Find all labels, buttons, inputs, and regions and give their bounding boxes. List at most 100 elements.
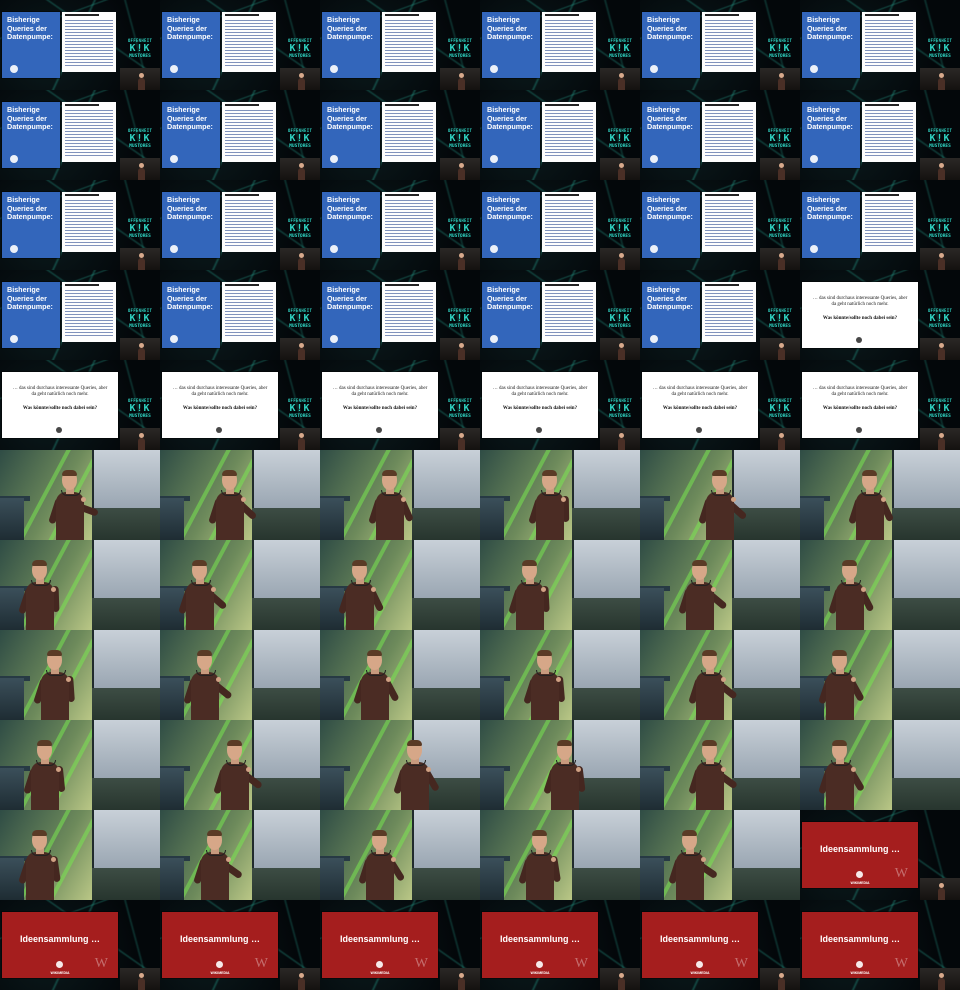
speaker-mini-body [458, 978, 465, 990]
speaker-hair [542, 470, 557, 476]
document-heading-line [865, 14, 899, 16]
speaker-hand [551, 857, 556, 862]
speaker-hair [842, 560, 857, 566]
wikimedia-logo-icon [170, 335, 178, 343]
speaker-hair [47, 650, 62, 656]
speaker-mini-head [779, 163, 784, 168]
wikimedia-logo-icon [10, 335, 18, 343]
wikimedia-logo-icon [650, 155, 658, 163]
red-slide: Ideensammlung … WIKIMEDIA W [642, 912, 758, 978]
logo-line-3: MUSTORES [769, 54, 791, 59]
document-text-lines [865, 108, 913, 158]
wikimedia-logo-icon [856, 871, 863, 878]
logo-line-2: K!K [769, 313, 791, 324]
slide-text-line-1: … das sind durchaus interessante Queries… [812, 296, 908, 307]
lectern [640, 498, 664, 540]
document-heading-line [545, 14, 579, 16]
speaker-mini-body [778, 348, 785, 360]
headphones-icon [556, 760, 576, 766]
speaker-torso [536, 492, 564, 540]
frame-white-slide: … das sind durchaus interessante Queries… [480, 360, 640, 450]
logo-line-1: OFFENHEIT [607, 308, 633, 313]
projection-screen [892, 720, 960, 780]
frame-blue-slide: Bisherige Queries der Datenpumpe: OFFENH… [0, 180, 160, 270]
slide-title: Bisherige Queries der Datenpumpe: [807, 195, 853, 221]
red-slide: Ideensammlung … WIKIMEDIA W [482, 912, 598, 978]
speaker-mini-head [779, 73, 784, 78]
blue-slide: Bisherige Queries der Datenpumpe: [2, 102, 60, 168]
speaker-mini-body [618, 348, 625, 360]
wikimedia-logo-icon [810, 245, 818, 253]
frame-stage-photo [640, 810, 800, 900]
headphones-icon [46, 670, 66, 676]
query-list-document [862, 192, 916, 252]
slide-title: Ideensammlung … [499, 934, 580, 944]
speaker-inset [440, 68, 480, 90]
stage-right-wall [92, 598, 160, 630]
speaker-hand [701, 857, 706, 862]
speaker-mini-body [618, 258, 625, 270]
headphones-icon [206, 850, 226, 856]
query-list-document [702, 12, 756, 72]
query-list-document [862, 12, 916, 72]
conference-logo: OFFENHEIT K!K MUSTORES [760, 398, 800, 419]
speaker-hair [537, 650, 552, 656]
wikimedia-logo-icon [856, 961, 863, 968]
document-heading-line [705, 104, 739, 106]
speaker-hand [81, 497, 86, 502]
speaker-torso [26, 852, 54, 900]
frame-stage-photo [0, 450, 160, 540]
stage-right-wall [572, 598, 640, 630]
speaker [678, 550, 728, 630]
lectern [0, 768, 24, 810]
logo-line-3: MUSTORES [609, 54, 631, 59]
stage-right-wall [892, 688, 960, 720]
wikipedia-w-icon: W [894, 956, 908, 971]
blue-slide: Bisherige Queries der Datenpumpe: [162, 102, 220, 168]
speaker-mini-body [938, 168, 945, 180]
logo-line-2: K!K [129, 133, 151, 144]
document-text-lines [65, 108, 113, 158]
logo-line-1: OFFENHEIT [767, 38, 793, 43]
document-text-lines [65, 198, 113, 248]
speaker-mini-head [619, 163, 624, 168]
logo-line-3: MUSTORES [609, 414, 631, 419]
frame-stage-photo [640, 720, 800, 810]
lectern [480, 678, 504, 720]
conference-logo: OFFENHEIT K!K MUSTORES [280, 38, 320, 59]
lectern [160, 858, 184, 900]
slide-text-line-1: … das sind durchaus interessante Queries… [172, 386, 268, 397]
speaker-inset [120, 968, 160, 990]
speaker-torso [686, 582, 714, 630]
conference-logo: OFFENHEIT K!K MUSTORES [760, 308, 800, 329]
conference-logo: OFFENHEIT K!K MUSTORES [760, 218, 800, 239]
speaker-inset [760, 68, 800, 90]
speaker-torso [826, 762, 854, 810]
query-list-document [222, 12, 276, 72]
frame-stage-photo [800, 720, 960, 810]
blue-slide: Bisherige Queries der Datenpumpe: [162, 282, 220, 348]
query-list-document [542, 192, 596, 252]
frame-stage-photo [480, 450, 640, 540]
logo-line-1: OFFENHEIT [287, 308, 313, 313]
stage-right-wall [892, 598, 960, 630]
document-text-lines [225, 108, 273, 158]
speaker-mini-head [779, 973, 784, 978]
speaker-hand [561, 497, 566, 502]
conference-logo: OFFENHEIT K!K MUSTORES [600, 398, 640, 419]
speaker-mini-head [459, 163, 464, 168]
document-text-lines [65, 18, 113, 68]
document-heading-line [545, 104, 579, 106]
document-heading-line [65, 194, 99, 196]
document-text-lines [705, 288, 753, 338]
frame-stage-photo [160, 630, 320, 720]
projection-screen [572, 720, 640, 780]
speaker-torso [696, 672, 724, 720]
lectern [640, 588, 664, 630]
stage-right-wall [572, 868, 640, 900]
wikimedia-logo-icon [330, 155, 338, 163]
logo-line-1: OFFENHEIT [127, 398, 153, 403]
logo-line-2: K!K [289, 133, 311, 144]
logo-line-3: MUSTORES [929, 414, 951, 419]
slide-text-line-2: Was könnte/sollte noch dabei sein? [182, 406, 258, 411]
